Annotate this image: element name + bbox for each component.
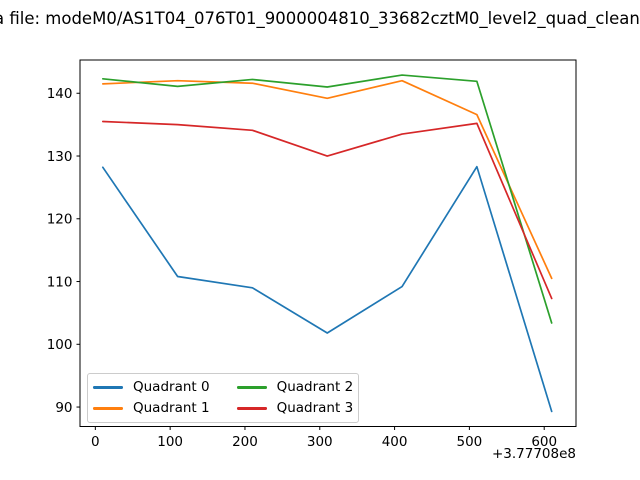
- series-line-quadrant-2: [101, 74, 553, 324]
- x-tick-label: 500: [457, 434, 483, 450]
- x-axis-offset-label: +3.77708e8: [491, 446, 576, 462]
- series-line-quadrant-1: [101, 79, 553, 280]
- chart-title: a file: modeM0/AS1T04_076T01_9000004810_…: [0, 9, 640, 28]
- y-tick-label: 110: [47, 274, 73, 290]
- x-tick-label: 600: [531, 434, 557, 450]
- y-tick-label: 100: [47, 337, 73, 353]
- x-tick-label: 400: [382, 434, 408, 450]
- legend-label-quadrant-2: Quadrant 2: [276, 379, 354, 395]
- series-line-quadrant-0: [101, 165, 553, 413]
- legend-entry-quadrant-2: Quadrant 2: [236, 378, 354, 397]
- legend-entry-quadrant-1: Quadrant 1: [93, 399, 210, 418]
- legend: Quadrant 0 Quadrant 2 Quadrant 1 Quadrant 3: [87, 373, 360, 423]
- x-tick-label: 200: [232, 434, 258, 450]
- legend-entry-quadrant-0: Quadrant 0: [93, 378, 210, 397]
- legend-label-quadrant-0: Quadrant 0: [133, 379, 210, 395]
- y-tick-label: 90: [55, 400, 72, 416]
- legend-line-quadrant-2: [236, 386, 267, 389]
- legend-label-quadrant-1: Quadrant 1: [133, 400, 210, 416]
- x-tick-label: 0: [91, 434, 100, 450]
- series-line-quadrant-3: [101, 120, 553, 300]
- legend-label-quadrant-3: Quadrant 3: [276, 400, 354, 416]
- legend-line-quadrant-3: [236, 407, 267, 410]
- legend-line-quadrant-1: [93, 407, 123, 410]
- y-tick-label: 120: [47, 212, 73, 228]
- y-tick-label: 140: [47, 86, 73, 102]
- x-tick-label: 300: [307, 434, 333, 450]
- legend-line-quadrant-0: [93, 386, 123, 389]
- y-tick-label: 130: [47, 149, 73, 165]
- chart-title-container: a file: modeM0/AS1T04_076T01_9000004810_…: [0, 9, 640, 35]
- x-tick-label: 100: [157, 434, 183, 450]
- axes-spines: [79, 59, 577, 427]
- legend-entry-quadrant-3: Quadrant 3: [236, 399, 354, 418]
